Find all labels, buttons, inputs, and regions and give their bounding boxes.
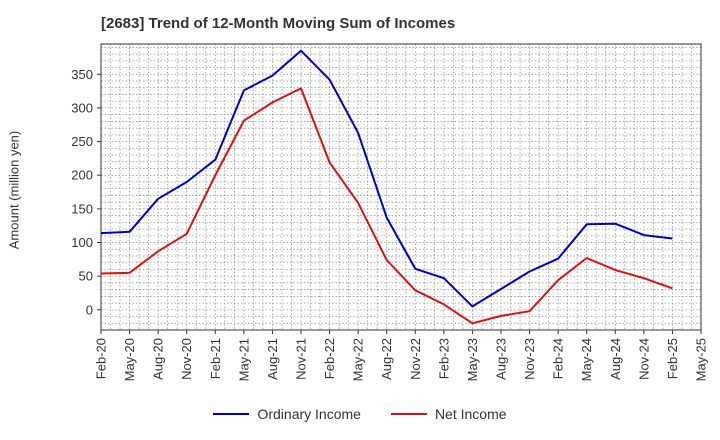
y-tick-label: 350	[71, 67, 93, 82]
x-tick-label: Aug-23	[494, 338, 509, 380]
x-tick-label: Aug-24	[608, 338, 623, 380]
legend-swatch-ordinary-income	[213, 413, 250, 415]
x-tick-label: May-20	[122, 338, 137, 381]
x-tick-label: May-21	[236, 338, 251, 381]
x-tick-label: Feb-22	[322, 338, 337, 379]
legend-item-net-income: Net Income	[390, 406, 507, 422]
plot-area	[101, 44, 701, 330]
legend-swatch-net-income	[390, 413, 427, 415]
plot-border	[100, 43, 702, 331]
y-tick-label: 150	[71, 201, 93, 216]
x-tick-label: Feb-20	[94, 338, 109, 379]
x-tick-label: May-25	[694, 338, 709, 381]
y-tick-label: 200	[71, 168, 93, 183]
x-tick-label: Feb-21	[208, 338, 223, 379]
series-line-net-income	[100, 87, 673, 325]
x-tick-label: Nov-21	[294, 338, 309, 380]
x-tick-label: Aug-21	[265, 338, 280, 380]
x-tick-label: Feb-25	[665, 338, 680, 379]
y-tick-label: 0	[86, 302, 93, 317]
x-tick-label: Aug-22	[379, 338, 394, 380]
x-tick-label: Feb-24	[551, 338, 566, 379]
legend-label-net-income: Net Income	[434, 406, 507, 422]
y-tick-label: 300	[71, 100, 93, 115]
x-tick-label: Feb-23	[436, 338, 451, 379]
legend-item-ordinary-income: Ordinary Income	[213, 406, 361, 422]
x-tick-label: Aug-20	[151, 338, 166, 380]
legend-label-ordinary-income: Ordinary Income	[257, 406, 361, 422]
x-tick-label: Nov-24	[636, 338, 651, 380]
x-tick-label: May-23	[465, 338, 480, 381]
x-tick-label: May-24	[579, 338, 594, 381]
y-tick-label: 250	[71, 134, 93, 149]
x-tick-label: May-22	[351, 338, 366, 381]
series-line-ordinary-income	[100, 49, 673, 308]
y-tick-label: 50	[79, 269, 93, 284]
x-tick-label: Nov-23	[522, 338, 537, 380]
y-tick-label: 100	[71, 235, 93, 250]
x-tick-label: Nov-20	[179, 338, 194, 380]
chart-title: [2683] Trend of 12-Month Moving Sum of I…	[101, 15, 456, 32]
legend: Ordinary Income Net Income	[0, 406, 720, 422]
x-tick-label: Nov-22	[408, 338, 423, 380]
